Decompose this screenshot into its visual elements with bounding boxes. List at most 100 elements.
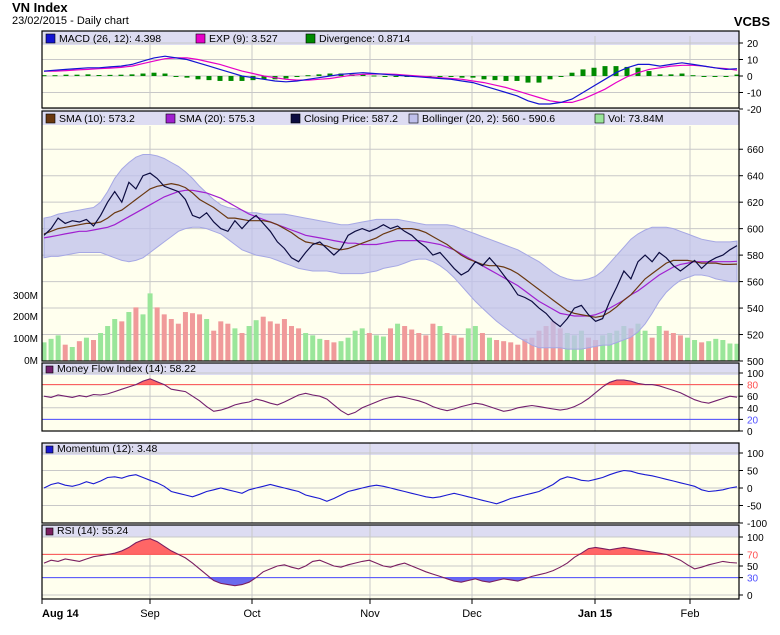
- volume-bar: [628, 328, 634, 361]
- sma20-line: [43, 189, 738, 317]
- momentum-y-tick-label: -100: [747, 519, 767, 530]
- volume-bar: [727, 343, 733, 361]
- price-legend-bar: [42, 111, 739, 125]
- x-tick-label: Sep: [140, 608, 160, 620]
- legend-swatch: [594, 113, 605, 124]
- price-y-tick-label: 580: [747, 251, 764, 262]
- x-tick-label: Jan 15: [578, 608, 612, 620]
- macd-y-tick-label: -20: [747, 105, 762, 116]
- divergence-bar: [580, 69, 586, 76]
- volume-bar: [133, 307, 139, 361]
- macd-y-tick-label: 20: [747, 39, 759, 50]
- volume-bar: [147, 293, 153, 361]
- volume-bar: [706, 341, 712, 361]
- legend-swatch: [45, 445, 54, 454]
- macd-y-tick-label: -10: [747, 89, 762, 100]
- volume-bar: [98, 333, 104, 361]
- divergence-bar: [52, 75, 58, 77]
- divergence-bar: [162, 73, 168, 76]
- divergence-bar: [514, 76, 520, 81]
- price-y-tick-label: 540: [747, 304, 764, 315]
- volume-bar: [331, 342, 337, 361]
- volume-tick-label: 300M: [13, 291, 38, 302]
- volume-bar: [55, 335, 61, 361]
- volume-bar: [62, 344, 68, 361]
- legend-label: Vol: 73.84M: [608, 113, 663, 125]
- volume-bar: [430, 323, 436, 361]
- volume-bar: [182, 312, 188, 361]
- momentum-y-tick-label: 50: [747, 467, 759, 478]
- divergence-bar: [437, 76, 443, 77]
- volume-bar: [366, 333, 372, 361]
- volume-bar: [444, 333, 450, 361]
- divergence-bar: [228, 76, 234, 81]
- macd-y-tick-label: 10: [747, 56, 759, 67]
- volume-bar: [515, 344, 521, 361]
- volume-bar: [175, 323, 181, 361]
- volume-bar: [359, 328, 365, 361]
- price-y-tick-label: 520: [747, 331, 764, 342]
- legend-label: Momentum (12): 3.48: [57, 443, 158, 455]
- macd-panel-border: [41, 30, 740, 109]
- mfi-panel-border: [41, 362, 740, 432]
- volume-bar: [260, 316, 266, 361]
- volume-bar: [154, 307, 160, 361]
- mfi-y-tick-label: 100: [747, 369, 764, 380]
- volume-bar: [239, 333, 245, 361]
- divergence-bar: [679, 73, 685, 76]
- price-y-tick-label: 600: [747, 225, 764, 236]
- divergence-bar: [448, 76, 454, 77]
- divergence-bar: [657, 74, 663, 76]
- price-panel-border: [41, 110, 740, 362]
- sma10-line: [43, 182, 738, 318]
- divergence-bar: [525, 76, 531, 83]
- volume-bar: [161, 314, 167, 361]
- rsi-y-tick-label: 30: [747, 574, 759, 585]
- divergence-bar: [646, 71, 652, 76]
- volume-bar: [69, 347, 75, 361]
- volume-bar: [296, 328, 302, 361]
- volume-bar: [642, 330, 648, 361]
- divergence-bar: [668, 74, 674, 76]
- x-tick-label: Dec: [462, 608, 482, 620]
- volume-bar: [41, 342, 47, 361]
- x-tick-label: Feb: [681, 608, 700, 620]
- legend-label: SMA (10): 573.2: [59, 113, 135, 125]
- macd-line: [43, 55, 738, 105]
- volume-bar: [204, 319, 210, 361]
- divergence-bar: [536, 76, 542, 83]
- divergence-bar: [712, 76, 718, 77]
- volume-bar: [190, 313, 195, 361]
- volume-bar: [211, 330, 217, 361]
- volume-bar: [197, 314, 203, 361]
- macd-legend-bar: [42, 31, 739, 45]
- volume-bar: [656, 326, 662, 361]
- volume-bar: [324, 340, 330, 361]
- volume-bar: [621, 326, 627, 361]
- rsi-oversold-fill: [44, 577, 737, 586]
- divergence-bar: [239, 76, 245, 81]
- volume-bar: [91, 340, 96, 361]
- legend-swatch: [45, 33, 56, 44]
- volume-bar: [253, 320, 259, 361]
- legend-swatch: [290, 113, 301, 124]
- volume-bar: [303, 333, 309, 361]
- volume-bar: [423, 335, 429, 361]
- volume-bar: [380, 336, 386, 361]
- volume-bar: [225, 323, 231, 361]
- momentum-panel-border: [41, 442, 740, 524]
- legend-label: Divergence: 0.8714: [319, 33, 410, 45]
- divergence-bar: [96, 75, 102, 77]
- momentum-legend-bar: [42, 443, 739, 455]
- divergence-bar: [591, 67, 597, 76]
- volume-bar: [699, 342, 705, 361]
- volume-bar: [465, 328, 471, 361]
- divergence-bar: [118, 74, 124, 76]
- volume-bar: [388, 328, 393, 361]
- legend-swatch: [305, 33, 316, 44]
- legend-label: RSI (14): 55.24: [57, 525, 128, 537]
- divergence-bar: [613, 66, 619, 76]
- legend-swatch: [195, 33, 206, 44]
- divergence-bar: [503, 76, 509, 81]
- volume-bar: [593, 340, 599, 361]
